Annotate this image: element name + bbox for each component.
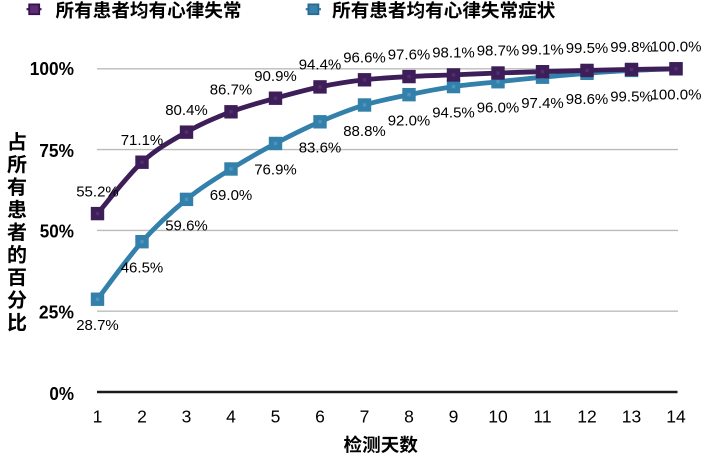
svg-text:86.7%: 86.7% bbox=[210, 82, 253, 99]
svg-text:97.6%: 97.6% bbox=[388, 46, 431, 63]
svg-text:3: 3 bbox=[182, 407, 192, 427]
svg-text:76.9%: 76.9% bbox=[254, 161, 297, 178]
svg-text:46.5%: 46.5% bbox=[121, 260, 164, 277]
svg-text:88.8%: 88.8% bbox=[343, 123, 386, 140]
svg-text:69.0%: 69.0% bbox=[210, 187, 253, 204]
svg-text:12: 12 bbox=[577, 407, 596, 427]
svg-text:100.0%: 100.0% bbox=[651, 39, 701, 56]
svg-text:96.6%: 96.6% bbox=[343, 50, 386, 67]
svg-text:98.6%: 98.6% bbox=[566, 91, 609, 108]
svg-text:4: 4 bbox=[226, 407, 236, 427]
svg-text:99.5%: 99.5% bbox=[566, 40, 609, 57]
svg-text:97.4%: 97.4% bbox=[521, 95, 564, 112]
svg-text:83.6%: 83.6% bbox=[299, 140, 342, 157]
svg-text:0%: 0% bbox=[49, 384, 74, 404]
svg-text:28.7%: 28.7% bbox=[76, 317, 119, 334]
svg-text:55.2%: 55.2% bbox=[76, 183, 119, 200]
svg-text:14: 14 bbox=[666, 407, 686, 427]
svg-text:6: 6 bbox=[315, 407, 325, 427]
svg-text:92.0%: 92.0% bbox=[388, 113, 431, 130]
svg-text:2: 2 bbox=[137, 407, 147, 427]
svg-text:10: 10 bbox=[488, 407, 508, 427]
svg-text:25%: 25% bbox=[39, 303, 74, 323]
svg-text:50%: 50% bbox=[40, 222, 74, 242]
svg-text:71.1%: 71.1% bbox=[121, 132, 164, 149]
svg-text:8: 8 bbox=[404, 407, 414, 427]
svg-text:11: 11 bbox=[533, 407, 551, 427]
svg-text:94.4%: 94.4% bbox=[299, 57, 342, 74]
svg-text:99.5%: 99.5% bbox=[610, 88, 653, 105]
svg-text:7: 7 bbox=[360, 407, 370, 427]
svg-text:59.6%: 59.6% bbox=[165, 217, 208, 234]
svg-text:75%: 75% bbox=[39, 141, 74, 161]
svg-text:98.7%: 98.7% bbox=[477, 43, 520, 60]
svg-text:1: 1 bbox=[93, 407, 103, 427]
svg-text:5: 5 bbox=[271, 407, 281, 427]
svg-text:90.9%: 90.9% bbox=[254, 68, 297, 85]
svg-text:98.1%: 98.1% bbox=[432, 45, 475, 62]
svg-text:13: 13 bbox=[622, 407, 641, 427]
svg-text:100.0%: 100.0% bbox=[651, 87, 701, 104]
svg-text:99.8%: 99.8% bbox=[610, 39, 653, 56]
svg-text:80.4%: 80.4% bbox=[165, 102, 208, 119]
svg-text:94.5%: 94.5% bbox=[432, 105, 475, 122]
svg-text:100%: 100% bbox=[30, 59, 74, 79]
svg-text:99.1%: 99.1% bbox=[521, 41, 564, 58]
svg-text:9: 9 bbox=[449, 407, 459, 427]
svg-text:96.0%: 96.0% bbox=[477, 100, 520, 117]
